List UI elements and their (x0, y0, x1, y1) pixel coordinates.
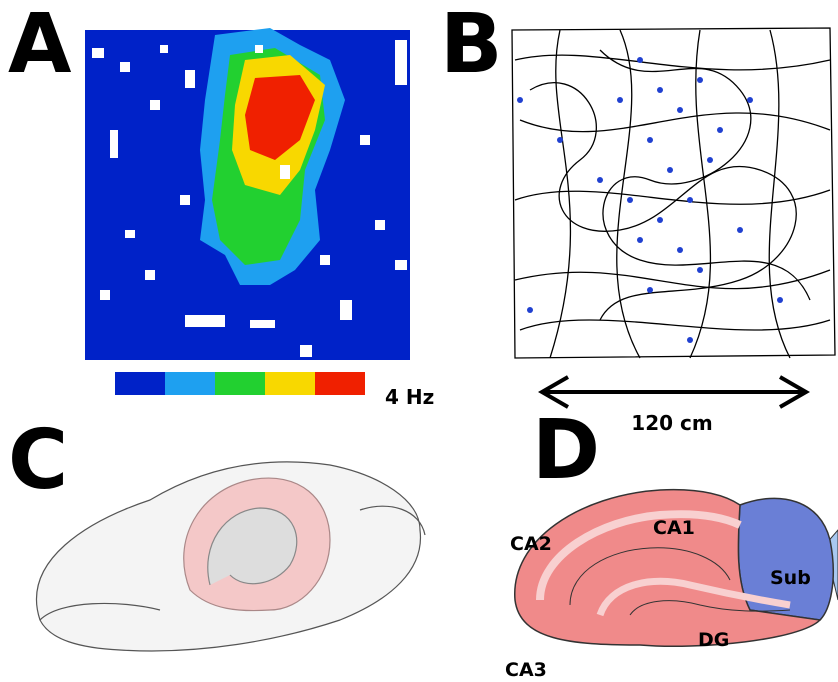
panel-letter: B (440, 0, 503, 92)
region-label: DG (698, 629, 729, 651)
brain-drawing (37, 462, 425, 651)
panel-letter: D (532, 403, 600, 498)
scale-label: 120 cm (631, 411, 712, 435)
rate-map (85, 28, 410, 360)
colorbar-label: 4 Hz (385, 385, 434, 409)
region-label: Sub (770, 567, 811, 589)
region-label: CA3 (505, 659, 547, 681)
page: {"panels": {"a": {"letter": "A", "colorb… (0, 0, 838, 682)
figure: A 4 Hz B 120 cm C D (0, 0, 838, 682)
region-label: CA1 (653, 517, 695, 539)
panel-letter: C (8, 413, 68, 508)
panel-letter: A (8, 0, 72, 92)
trajectory (512, 28, 835, 358)
colorbar (115, 372, 365, 395)
region-label: CA2 (510, 533, 552, 555)
